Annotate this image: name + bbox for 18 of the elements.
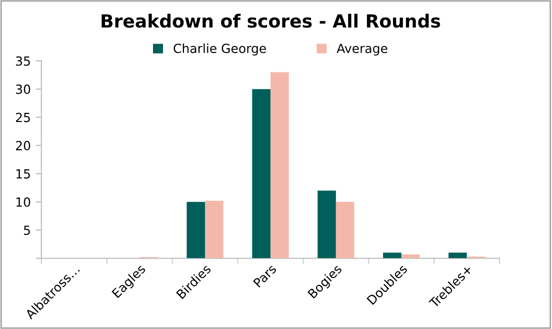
bar bbox=[383, 252, 402, 258]
chart-title: Breakdown of scores - All Rounds bbox=[102, 14, 440, 28]
bar bbox=[270, 72, 289, 258]
bar bbox=[318, 190, 336, 258]
legend-label: Average bbox=[336, 44, 388, 56]
y-tick-label: 5 bbox=[24, 226, 30, 235]
bar bbox=[252, 89, 270, 258]
bar bbox=[336, 202, 354, 258]
legend-label: Charlie George bbox=[174, 43, 266, 56]
y-tick-label: 25 bbox=[16, 112, 30, 122]
y-tick-label: 15 bbox=[16, 169, 30, 179]
bar bbox=[205, 200, 224, 258]
y-tick-label: 20 bbox=[16, 140, 30, 150]
y-tick-label: 35 bbox=[16, 56, 30, 66]
bar bbox=[186, 202, 206, 258]
bar bbox=[448, 252, 467, 258]
y-tick-label: 10 bbox=[16, 197, 30, 207]
y-tick-label: 30 bbox=[16, 84, 30, 94]
